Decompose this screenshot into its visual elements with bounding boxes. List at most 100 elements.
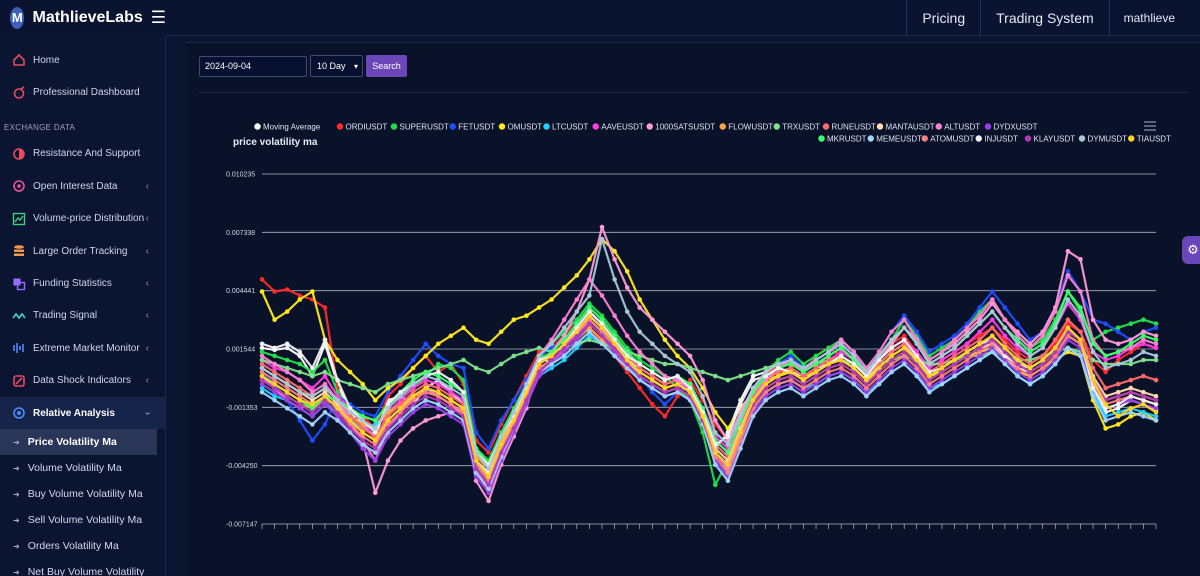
sidebar-item-label: Home: [33, 54, 60, 66]
data-point: [750, 369, 756, 375]
data-point: [284, 397, 290, 403]
sidebar-sub-sell-volume-volatility[interactable]: ➜ Sell Volume Volatility Ma: [0, 507, 165, 533]
data-point: [650, 365, 655, 371]
data-point: [410, 377, 416, 383]
data-point: [750, 373, 756, 379]
search-button[interactable]: Search: [366, 55, 407, 77]
data-point: [322, 357, 328, 363]
data-point: [801, 389, 806, 395]
data-point: [448, 333, 454, 339]
data-point: [1128, 337, 1134, 343]
data-point: [398, 389, 403, 395]
data-point: [637, 377, 642, 383]
data-point: [675, 353, 680, 359]
data-point: [1078, 289, 1083, 294]
data-point: [524, 397, 529, 403]
hamburger-menu-icon[interactable]: ☰: [150, 7, 166, 27]
sidebar-sub-net-buy-volume-volatility[interactable]: ➜ Net Buy Volume Volatility: [0, 559, 165, 576]
legend-marker: [646, 123, 653, 130]
sidebar-item-professional-dashboard[interactable]: Professional Dashboard: [0, 76, 165, 108]
sidebar-item-volume-price[interactable]: Volume-price Distribution ‹: [0, 203, 165, 235]
data-point: [952, 365, 957, 371]
data-point: [1153, 402, 1159, 407]
data-point: [952, 373, 957, 379]
data-point: [964, 345, 970, 351]
data-point: [788, 357, 794, 363]
arrow-right-icon: ➜: [13, 541, 20, 551]
sidebar-item-extreme-market[interactable]: Extreme Market Monitor ‹: [0, 332, 165, 364]
legend-label: 1000SATSUSDT: [655, 123, 715, 132]
data-point: [574, 341, 580, 347]
data-point: [700, 369, 705, 375]
sidebar-sub-label: Price Volatility Ma: [27, 436, 117, 449]
sidebar-item-open-interest[interactable]: Open Interest Data ‹: [0, 170, 165, 202]
y-tick-label: 0.004441: [226, 288, 255, 295]
data-point: [1040, 353, 1045, 359]
data-point: [952, 341, 957, 347]
data-point: [297, 369, 303, 375]
data-point: [423, 397, 429, 403]
sidebar-item-data-shock[interactable]: Data Shock Indicators ‹: [0, 365, 165, 397]
logo-icon[interactable]: M: [10, 6, 25, 29]
data-point: [1115, 389, 1121, 395]
settings-gear-button[interactable]: ⚙: [1182, 236, 1200, 264]
sidebar-item-relative-analysis[interactable]: Relative Analysis ‹: [0, 396, 165, 430]
data-point: [838, 349, 844, 355]
data-point: [851, 365, 857, 371]
data-point: [259, 361, 265, 367]
legend-marker: [1024, 135, 1032, 142]
data-point: [423, 341, 429, 347]
data-point: [322, 381, 328, 387]
chevron-left-icon: ‹: [145, 310, 149, 322]
data-point: [826, 373, 831, 379]
data-point: [876, 377, 882, 383]
nav-pricing[interactable]: Pricing: [906, 0, 980, 36]
sidebar-sub-orders-volatility[interactable]: ➜ Orders Volatility Ma: [0, 533, 165, 559]
data-point: [637, 305, 642, 310]
data-point: [448, 385, 454, 391]
data-point: [637, 385, 642, 391]
data-point: [398, 418, 403, 423]
legend-marker: [921, 135, 928, 142]
data-point: [335, 357, 340, 363]
sidebar-item-resistance-support[interactable]: Resistance And Support: [0, 138, 165, 170]
data-point: [637, 361, 642, 367]
sidebar-item-home[interactable]: Home: [0, 44, 165, 76]
data-point: [952, 361, 957, 367]
sidebar-item-trading-signal[interactable]: Trading Signal ‹: [0, 300, 165, 332]
data-point: [776, 373, 781, 379]
data-point: [310, 406, 315, 411]
volume-distribution-icon: [11, 211, 27, 227]
data-point: [675, 377, 680, 383]
nav-trading-system[interactable]: Trading System: [980, 0, 1109, 36]
data-point: [624, 365, 630, 371]
data-point: [939, 373, 945, 379]
data-point: [738, 414, 743, 419]
period-select[interactable]: 10 Day ▾: [310, 55, 363, 77]
data-point: [725, 377, 731, 383]
data-point: [838, 353, 844, 359]
sidebar-sub-price-volatility[interactable]: ➜ Price Volatility Ma: [0, 429, 157, 456]
data-point: [1103, 426, 1108, 431]
data-point: [310, 402, 315, 407]
data-point: [1141, 410, 1146, 415]
series-line: [261, 238, 1157, 470]
data-point: [1128, 377, 1134, 383]
data-point: [977, 313, 982, 319]
sidebar-sub-buy-volume-volatility[interactable]: ➜ Buy Volume Volatility Ma: [0, 481, 165, 507]
data-point: [448, 389, 454, 395]
date-input[interactable]: 2024-09-04: [199, 55, 307, 77]
data-point: [889, 345, 894, 351]
brand-name[interactable]: MathlieveLabs: [32, 8, 143, 26]
data-point: [587, 337, 592, 343]
sidebar-item-large-order[interactable]: Large Order Tracking ‹: [0, 235, 165, 267]
sidebar-item-funding[interactable]: Funding Statistics ‹: [0, 267, 165, 299]
data-point: [826, 365, 831, 371]
legend-label: FLOWUSDT: [728, 123, 773, 132]
data-point: [637, 353, 642, 359]
sidebar-sub-volume-volatility[interactable]: ➜ Volume Volatility Ma: [0, 455, 165, 481]
user-menu[interactable]: mathlieve: [1108, 0, 1200, 36]
data-point: [813, 361, 819, 367]
legend-marker: [390, 123, 398, 130]
data-point: [498, 434, 504, 439]
